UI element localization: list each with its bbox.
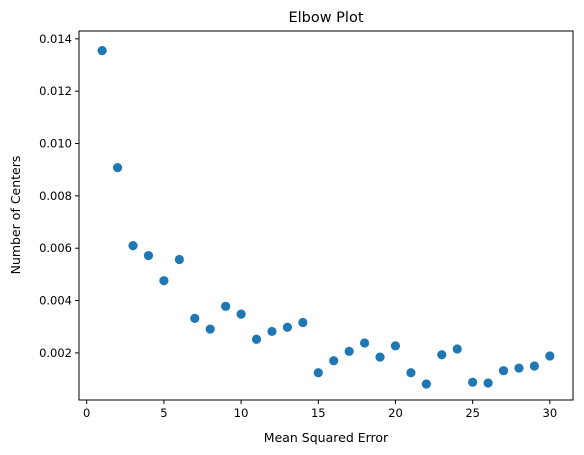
- scatter-point: [298, 317, 308, 328]
- x-tick-label: 20: [388, 406, 403, 420]
- scatter-point: [128, 240, 138, 251]
- x-tick-label: 15: [311, 406, 326, 420]
- data-points: [97, 46, 555, 389]
- scatter-point: [143, 250, 154, 261]
- chart-title: Elbow Plot: [288, 10, 363, 26]
- scatter-point: [452, 344, 462, 354]
- plot-frame: [78, 30, 574, 401]
- x-axis-label: Mean Squared Error: [264, 430, 389, 445]
- y-tick-label: 0.006: [39, 241, 72, 255]
- y-tick-label: 0.004: [39, 294, 72, 308]
- scatter-point: [514, 363, 524, 373]
- scatter-point: [390, 341, 401, 351]
- plot-area: 0 5 10 15 20 25 30 0.0020.0040.0060.0080.0100.…: [39, 30, 574, 420]
- x-axis-ticks: 0 5 10 15 20 25 30: [83, 400, 557, 420]
- scatter-point: [112, 163, 123, 173]
- scatter-point: [313, 368, 323, 378]
- x-tick-label: 25: [465, 406, 480, 420]
- scatter-point: [344, 346, 354, 356]
- scatter-point: [375, 352, 385, 362]
- scatter-point: [406, 368, 416, 378]
- scatter-point: [159, 276, 169, 286]
- scatter-point: [545, 351, 555, 361]
- scatter-point: [174, 254, 184, 265]
- scatter-point: [529, 361, 540, 371]
- scatter-point: [97, 46, 107, 56]
- y-tick-label: 0.010: [39, 137, 72, 151]
- scatter-point: [359, 338, 370, 348]
- scatter-point: [498, 366, 509, 376]
- scatter-point: [483, 378, 493, 388]
- x-tick-label: 10: [234, 406, 249, 420]
- scatter-point: [468, 377, 478, 387]
- y-axis-ticks: 0.002 0.004 0.006 0.008 0.010 0.012 0.014: [39, 32, 79, 360]
- scatter-point: [251, 334, 262, 344]
- scatter-point: [437, 350, 447, 360]
- scatter-point: [329, 356, 339, 366]
- y-tick-label: 0.014: [39, 32, 72, 46]
- y-axis-label: Number of Centers: [8, 156, 23, 275]
- x-tick-label: 0: [83, 406, 90, 420]
- y-tick-label: 0.008: [39, 189, 72, 203]
- x-tick-label: 5: [160, 406, 167, 420]
- scatter-point: [190, 313, 200, 323]
- scatter-point: [282, 322, 293, 332]
- scatter-point: [421, 379, 431, 389]
- scatter-point: [221, 301, 231, 311]
- scatter-point: [205, 324, 215, 334]
- y-tick-label: 0.012: [39, 84, 72, 98]
- x-tick-label: 30: [543, 406, 558, 420]
- scatter-point: [267, 326, 277, 337]
- scatter-point: [236, 309, 246, 319]
- y-tick-label: 0.002: [39, 346, 72, 360]
